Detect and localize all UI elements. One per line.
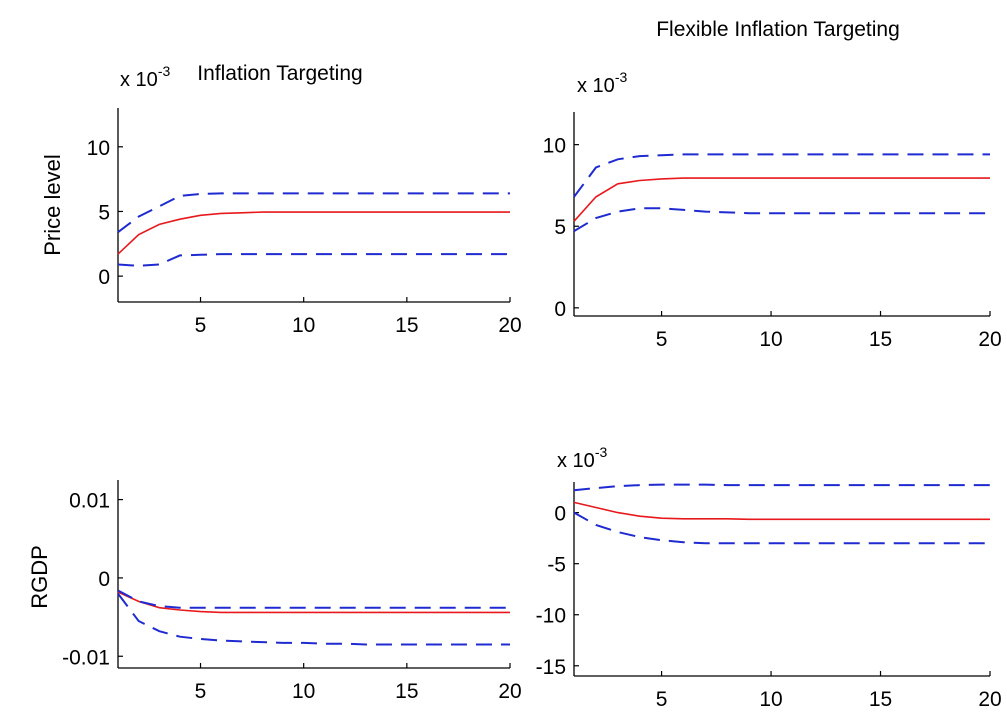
y-tick-label: 10: [543, 135, 566, 158]
confidence-band-line: [573, 153, 990, 198]
y-tick-label: 0.01: [69, 490, 110, 513]
x-tick-label: 5: [195, 314, 207, 337]
axis-exponent: x 10-3: [120, 63, 170, 91]
x-tick-label: 10: [292, 314, 315, 337]
confidence-band-line: [117, 192, 510, 233]
y-tick-label: 0: [554, 298, 566, 321]
confidence-band-line: [573, 207, 990, 232]
y-axis-label: RGDP: [27, 545, 52, 609]
y-axis-label: Price level: [40, 154, 65, 255]
x-tick-label: 15: [869, 688, 892, 711]
x-tick-label: 10: [759, 328, 782, 351]
x-tick-label: 15: [395, 314, 418, 337]
x-tick-label: 20: [498, 680, 521, 703]
axis-exponent: x 10-3: [557, 444, 607, 472]
y-tick-label: 5: [554, 216, 566, 239]
panel-inflation-targeting-price-level: 5 10 15 20 0 5 10 x 10-3 Inflation Targeting Pric…: [40, 62, 522, 337]
x-tick-label: 5: [656, 688, 668, 711]
y-tick-label: 0: [98, 568, 110, 591]
y-tick-label: 0: [98, 266, 110, 289]
panel-flexible-inflation-targeting-rgdp: 5 10 15 20 -15 -10 -5 0 x 10-3: [536, 444, 1002, 711]
y-tick-label: -5: [547, 554, 566, 577]
x-tick-label: 15: [395, 680, 418, 703]
axis-exponent-power: -3: [615, 69, 628, 85]
impulse-response-line: [573, 501, 990, 521]
axis-exponent-power: -3: [595, 444, 608, 460]
y-tick-label: -0.01: [62, 646, 110, 669]
axis-exponent: x 10-3: [577, 69, 627, 97]
confidence-band-line: [573, 483, 990, 492]
x-tick-label: 15: [869, 328, 892, 351]
y-tick-label: -15: [536, 656, 566, 679]
confidence-band-line: [117, 253, 510, 267]
confidence-band-line: [117, 589, 510, 609]
y-tick-label: 10: [87, 137, 110, 160]
axis-exponent-power: -3: [158, 63, 171, 79]
x-tick-label: 20: [498, 314, 521, 337]
x-tick-label: 20: [978, 688, 1001, 711]
x-tick-label: 10: [759, 688, 782, 711]
impulse-response-line: [117, 211, 510, 255]
x-tick-label: 10: [292, 680, 315, 703]
y-tick-label: -10: [536, 605, 566, 628]
confidence-band-line: [573, 511, 990, 545]
confidence-band-line: [117, 592, 510, 646]
impulse-response-line: [117, 591, 510, 614]
y-tick-label: 0: [554, 503, 566, 526]
y-tick-label: 5: [98, 201, 110, 224]
x-tick-label: 5: [195, 680, 207, 703]
panel-inflation-targeting-rgdp: 5 10 15 20 -0.01 0 0.01 RGDP: [27, 480, 522, 703]
panel-title: Inflation Targeting: [197, 62, 362, 85]
x-tick-label: 5: [656, 328, 668, 351]
panel-flexible-inflation-targeting-price-level: 5 10 15 20 0 5 10 x 10-3 Flexible Inflation Targ…: [543, 18, 1002, 351]
panel-title: Flexible Inflation Targeting: [656, 18, 900, 41]
impulse-response-line: [573, 177, 990, 222]
x-tick-label: 20: [978, 328, 1001, 351]
